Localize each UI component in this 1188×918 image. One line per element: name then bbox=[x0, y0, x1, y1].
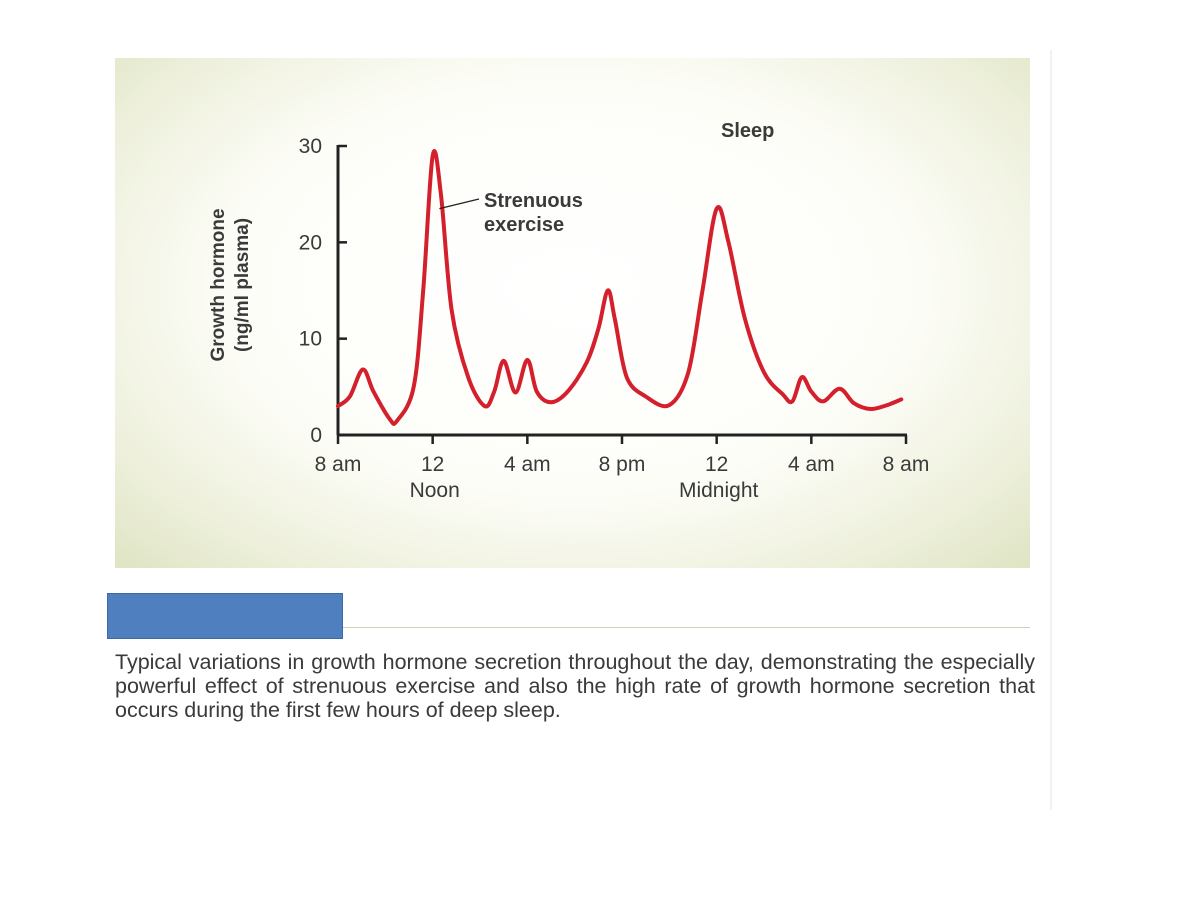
exercise-annotation-line2: exercise bbox=[484, 214, 564, 236]
y-axis-title: Growth hormone (ng/ml plasma) bbox=[208, 208, 253, 361]
x-tick-label: 8 am bbox=[883, 453, 930, 476]
x-tick-label: 12 bbox=[421, 453, 444, 476]
caption-tab bbox=[107, 593, 343, 639]
exercise-annotation-leader bbox=[439, 198, 480, 210]
caption-divider bbox=[343, 627, 1030, 628]
y-tick-label: 30 bbox=[299, 135, 322, 158]
y-ticks: 0 10 20 30 bbox=[299, 135, 347, 447]
x-tick-label: 4 am bbox=[788, 453, 835, 476]
y-tick-label: 20 bbox=[299, 231, 322, 254]
figure-caption: Typical variations in growth hormone sec… bbox=[115, 650, 1035, 722]
exercise-annotation-line1: Strenuous bbox=[484, 190, 583, 212]
y-tick-label: 10 bbox=[299, 328, 322, 351]
y-tick-label: 0 bbox=[310, 424, 322, 447]
sleep-annotation: Sleep bbox=[721, 120, 774, 142]
figure-panel: Growth hormone (ng/ml plasma) 0 10 20 30 8 … bbox=[115, 58, 1030, 568]
x-ticks: 8 am 12 Noon 4 am 8 pm 12 Midnight 4 am 8 am bbox=[315, 435, 930, 502]
x-tick-sublabel: Midnight bbox=[679, 479, 759, 502]
x-tick-sublabel: Noon bbox=[410, 479, 460, 502]
page-edge bbox=[1050, 50, 1052, 810]
y-axis-title-line1: Growth hormone bbox=[208, 208, 229, 361]
x-tick-label: 4 am bbox=[504, 453, 551, 476]
x-tick-label: 12 bbox=[705, 453, 728, 476]
x-tick-label: 8 pm bbox=[599, 453, 646, 476]
growth-hormone-chart: Growth hormone (ng/ml plasma) 0 10 20 30 8 … bbox=[208, 120, 930, 502]
y-axis-title-line2: (ng/ml plasma) bbox=[232, 218, 253, 352]
growth-hormone-series-line bbox=[336, 149, 904, 426]
x-tick-label: 8 am bbox=[315, 453, 362, 476]
